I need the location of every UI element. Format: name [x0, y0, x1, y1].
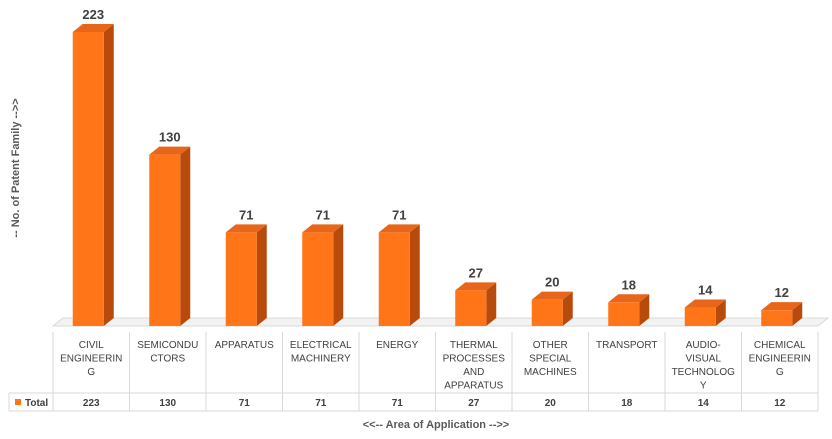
table-value: 14	[698, 398, 710, 409]
bar-top	[684, 299, 726, 308]
bar-top	[72, 24, 114, 32]
data-label: 20	[545, 275, 559, 290]
bar-front	[302, 232, 334, 326]
category-label: AUDIO-VISUAL TECHNOLOG Y	[672, 340, 736, 392]
category-label: ELECTRICAL MACHINERY	[290, 340, 352, 365]
bar	[72, 24, 114, 326]
bar	[608, 294, 650, 326]
bar-side	[180, 146, 191, 326]
bar-top	[302, 224, 344, 233]
y-axis-title: -- No. of Patent Family -->>	[10, 98, 22, 237]
bar-front	[225, 232, 257, 326]
table-value: 12	[774, 398, 786, 409]
data-label: 71	[316, 207, 330, 222]
bar-top	[455, 282, 497, 291]
bar-side	[792, 302, 803, 326]
category-label: CHEMICAL ENGINEERIN G	[749, 340, 811, 378]
category-label: APPARATUS	[215, 340, 274, 351]
data-label: 223	[82, 7, 104, 22]
bar	[761, 302, 803, 326]
bar-front	[149, 154, 181, 326]
data-label: 130	[159, 130, 181, 145]
data-label: 71	[392, 207, 406, 222]
data-label: 14	[698, 283, 713, 298]
table-value: 223	[83, 398, 100, 409]
bar-side	[715, 299, 726, 326]
bar-side	[333, 224, 344, 326]
bar-front	[378, 232, 410, 326]
legend-series-name: Total	[25, 398, 48, 409]
bar-side	[486, 282, 497, 326]
bar-side	[562, 291, 573, 326]
bar-front	[608, 302, 640, 326]
bar-front	[684, 307, 716, 326]
bar	[149, 146, 191, 326]
data-table: Total CIVIL ENGINEERIN G 223 SEMICONDU CTORS 13…	[8, 332, 819, 412]
category-label: CIVIL ENGINEERIN G	[60, 340, 122, 378]
table-value: 27	[468, 398, 480, 409]
category-label: TRANSPORT	[596, 340, 658, 351]
category-label: OTHER SPECIAL MACHINES	[524, 340, 577, 378]
bar-side	[409, 224, 420, 326]
bar-top	[149, 146, 191, 155]
table-value: 71	[392, 398, 404, 409]
data-label: 18	[622, 277, 636, 292]
data-label: 71	[239, 207, 253, 222]
bars-group: 223 130 71 71 71 27 20 18 14 12	[51, 7, 830, 327]
legend-swatch	[15, 399, 21, 405]
bar-top	[378, 224, 420, 233]
category-label: SEMICONDU CTORS	[137, 340, 198, 365]
bar-side	[256, 224, 267, 326]
bar-top	[761, 302, 803, 311]
bar-front	[761, 310, 793, 326]
bar-top	[608, 294, 650, 303]
bar	[302, 224, 344, 326]
bar-side	[639, 294, 650, 326]
x-axis-title: <<-- Area of Application -->>	[363, 419, 510, 431]
bar-front	[531, 299, 563, 326]
data-label: 27	[469, 265, 483, 280]
bar-front	[455, 290, 487, 326]
category-label: ENERGY	[376, 340, 419, 351]
bar	[684, 299, 726, 326]
bar-side	[103, 24, 114, 326]
table-value: 71	[239, 398, 251, 409]
data-label: 12	[775, 285, 789, 300]
bar	[531, 291, 573, 326]
category-label: THERMAL PROCESSES AND APPARATUS	[443, 340, 506, 392]
table-value: 130	[159, 398, 176, 409]
table-value: 71	[315, 398, 327, 409]
bar-top	[531, 291, 573, 300]
table-value: 20	[545, 398, 557, 409]
bar	[455, 282, 497, 326]
bar	[378, 224, 420, 326]
bar	[225, 224, 267, 326]
bar-top	[225, 224, 267, 233]
table-value: 18	[621, 398, 633, 409]
bar-front	[72, 32, 104, 326]
